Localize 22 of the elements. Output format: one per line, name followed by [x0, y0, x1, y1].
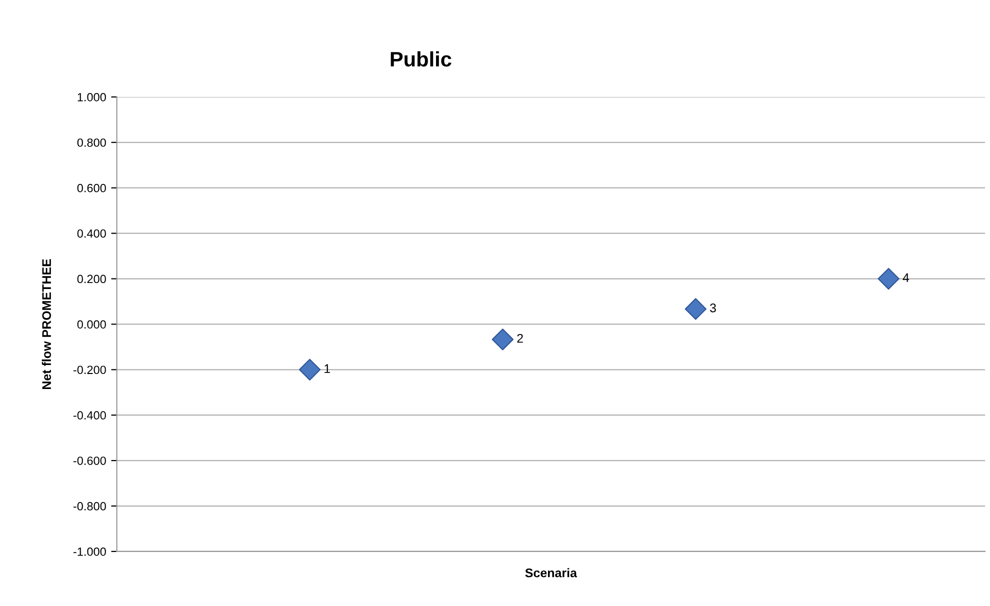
series-label: 3: [710, 303, 716, 312]
point: [492, 328, 514, 350]
y-tick-label: 0.200: [77, 274, 106, 284]
series-label: 1: [324, 364, 330, 373]
point: [684, 298, 706, 320]
y-tick-label: 0.000: [77, 320, 106, 329]
y-axis-title: Net flow PROMETHEE: [42, 259, 52, 389]
chart-title: Public: [390, 51, 452, 67]
series-label: 2: [517, 334, 523, 343]
y-tick-label: -0.800: [73, 502, 106, 510]
y-tick-label: 0.600: [77, 184, 106, 192]
point: [298, 358, 321, 381]
y-tick-label: 0.800: [77, 138, 106, 147]
y-tick-label: -0.400: [73, 411, 106, 420]
y-tick-label: -0.600: [73, 456, 106, 465]
y-tick-label: -1.000: [73, 547, 106, 556]
y-tick-label: 0.400: [77, 229, 106, 238]
x-axis-title: Scenaria: [525, 568, 578, 578]
y-tick-label: 1.000: [78, 92, 106, 102]
series-label: 4: [902, 273, 910, 282]
y-tick-label: -0.200: [73, 366, 106, 374]
point: [878, 268, 900, 290]
